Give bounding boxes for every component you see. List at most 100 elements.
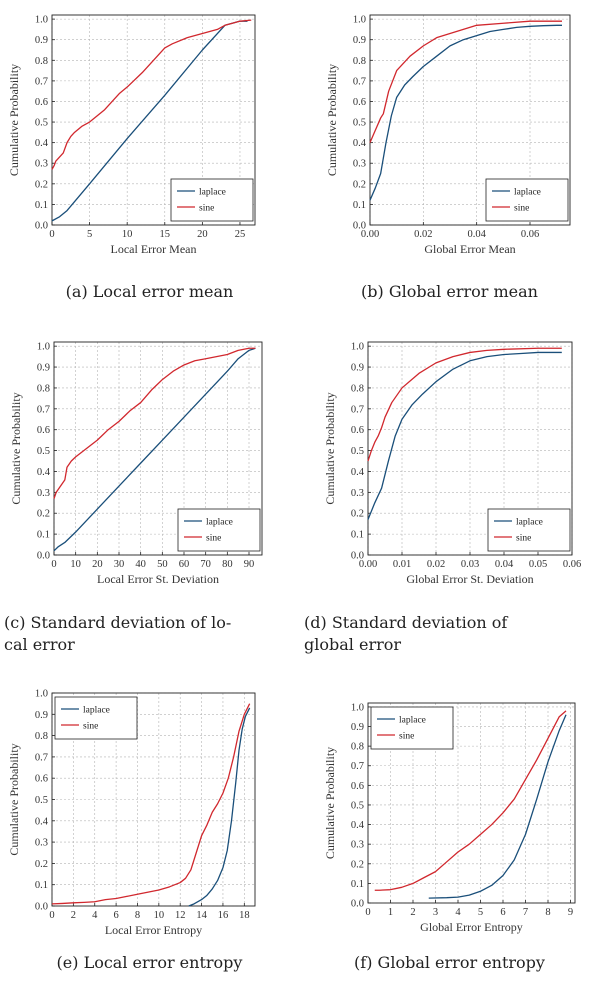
chart-global-error-mean: 0.00 0.02 0.04 0.06 0.0 0.1 0.2 0.3 0.4 0.5 0.6 0.7… [325,14,571,256]
series-line-sine [53,347,256,499]
x-tick-label: 0.02 [414,229,432,240]
y-tick-label: 0.2 [351,859,364,870]
y-tick-label: 0.0 [351,899,364,910]
caption-c-line-2: cal error [4,635,75,654]
y-tick-label: 0.4 [37,467,51,478]
x-tick-label: 4 [455,907,461,918]
legend-label-sine: sine [83,722,98,732]
x-tick-label: 0.04 [495,559,514,570]
x-tick-label: 0 [49,229,54,240]
series-line-laplace [369,24,562,201]
x-tick-label: 10 [154,910,165,921]
x-axis-label: Local Error St. Deviation [97,572,219,586]
x-tick-label: 1 [388,907,393,918]
y-tick-label: 0.4 [351,820,365,831]
x-tick-label: 5 [87,229,92,240]
series-line-sine [374,710,567,891]
x-axis-label: Global Error Mean [424,242,515,256]
y-tick-label: 1.0 [351,342,364,353]
x-tick-label: 20 [92,559,103,570]
x-tick-label: 2 [410,907,415,918]
x-tick-label: 3 [433,907,438,918]
x-tick-label: 70 [200,559,211,570]
y-tick-label: 0.1 [351,879,364,890]
y-tick-label: 0.5 [351,800,364,811]
x-tick-label: 10 [122,229,133,240]
y-tick-label: 0.1 [37,530,50,541]
y-axis-label: Cumulative Probability [9,392,23,504]
x-tick-label: 12 [175,910,186,921]
x-tick-label: 60 [179,559,190,570]
y-tick-label: 0.7 [35,752,48,763]
caption-c: (c) Standard deviation of lo- cal error [4,612,268,656]
x-axis-label: Global Error Entropy [420,920,523,934]
x-tick-label: 40 [135,559,146,570]
y-tick-label: 0.9 [351,722,364,733]
y-tick-label: 0.4 [351,467,365,478]
legend-box [487,508,571,552]
x-tick-label: 14 [196,910,207,921]
caption-d-line-1: (d) Standard deviation of [304,613,508,632]
x-tick-label: 20 [197,229,208,240]
legend-box [370,706,454,750]
x-tick-label: 6 [500,907,505,918]
legend-box [485,178,569,222]
x-tick-label: 0.05 [529,559,547,570]
chart-local-error-entropy: 0 2 4 6 8 10 12 14 16 18 0.0 0.1 0.2 0.3 0.4 0.5 0.6 0.7 0… [7,689,256,937]
caption-b: (b) Global error mean [361,282,538,301]
x-tick-label: 0.00 [359,559,377,570]
legend: laplace sine [370,706,454,750]
plot-frame [51,14,256,226]
y-tick-label: 0.6 [35,774,48,785]
y-tick-label: 0.4 [35,816,49,827]
x-tick-label: 9 [568,907,573,918]
x-tick-label: 6 [113,910,118,921]
x-tick-label: 15 [160,229,171,240]
chart-panel-e: 0 2 4 6 8 10 12 14 16 18 0.0 0.1 0.2 0.3 0.4 0.5 0.6 0.7 0… [0,658,299,987]
legend-label-sine: sine [399,732,414,742]
series-line-laplace [428,714,567,899]
x-tick-label: 2 [71,910,76,921]
y-tick-label: 0.8 [37,383,50,394]
legend-box [54,696,138,740]
y-tick-label: 0.4 [353,138,367,149]
y-axis-label: Cumulative Probability [323,747,337,859]
y-tick-label: 0.6 [351,425,364,436]
series-line-sine [367,347,562,462]
y-tick-label: 0.3 [37,488,50,499]
legend-label-laplace: laplace [83,706,110,716]
y-tick-label: 0.6 [35,97,48,108]
y-tick-label: 1.0 [35,15,48,26]
chart-panel-f: 0 1 2 3 4 5 6 7 8 9 0.0 0.1 0.2 0.3 0.4 0.5 0.6 0.7 0.8 0.9… [300,658,599,987]
y-tick-label: 0.2 [351,509,364,520]
chart-global-error-stdev: 0.00 0.01 0.02 0.03 0.04 0.05 0.06 0.0 0.1 0.2 0.3… [323,341,581,586]
legend-label-laplace: laplace [516,518,543,528]
y-tick-label: 0.8 [35,731,48,742]
legend-box [177,508,261,552]
x-tick-label: 0.03 [461,559,479,570]
x-tick-label: 50 [157,559,168,570]
plot-frame [53,341,263,556]
y-axis-label: Cumulative Probability [7,64,21,176]
y-tick-label: 0.8 [35,56,48,67]
x-tick-label: 8 [135,910,140,921]
x-tick-label: 0.01 [393,559,411,570]
legend-box [170,178,254,222]
y-tick-label: 0.1 [351,530,364,541]
caption-e: (e) Local error entropy [56,953,243,972]
y-tick-label: 0.5 [353,118,366,129]
x-tick-label: 0 [49,910,54,921]
x-tick-label: 0.04 [467,229,486,240]
y-tick-label: 0.3 [351,488,364,499]
y-tick-label: 0.0 [35,221,48,232]
chart-panel-d: 0.00 0.01 0.02 0.03 0.04 0.05 0.06 0.0 0.1 0.2 0.3… [300,330,599,659]
chart-panel-b: 0.00 0.02 0.04 0.06 0.0 0.1 0.2 0.3 0.4 0.5 0.6 0.7… [300,0,599,329]
x-tick-label: 80 [222,559,233,570]
legend: laplace sine [485,178,569,222]
x-tick-label: 0.06 [521,229,539,240]
legend-label-sine: sine [206,534,221,544]
y-tick-label: 0.9 [351,363,364,374]
series-line-laplace [188,707,251,907]
x-tick-label: 0 [365,907,370,918]
y-tick-label: 0.1 [35,880,48,891]
